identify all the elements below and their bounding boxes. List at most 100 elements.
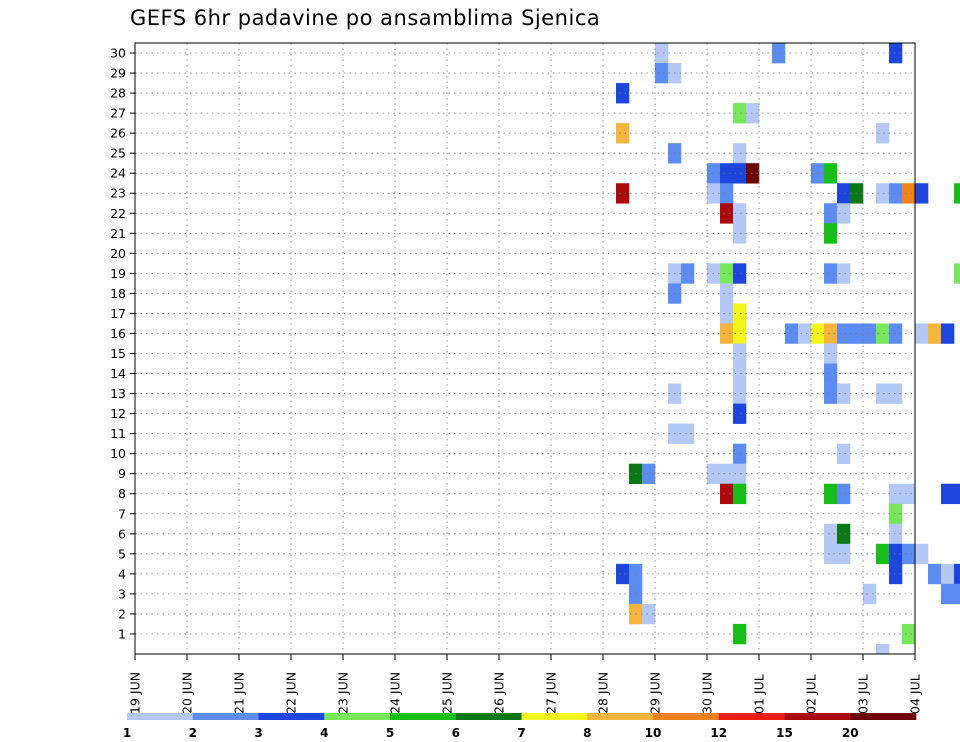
colorbar-label: 15 bbox=[776, 726, 793, 740]
heatmap-cell bbox=[837, 443, 851, 464]
heatmap-cell bbox=[733, 303, 747, 324]
heatmap-cell bbox=[824, 223, 838, 244]
x-tick-label: 22 JUN bbox=[284, 672, 299, 714]
heatmap-cell bbox=[928, 323, 942, 344]
colorbar-label: 3 bbox=[254, 726, 262, 740]
colorbar-segment bbox=[653, 713, 720, 720]
y-tick-label: 15 bbox=[110, 346, 126, 361]
chart-title: GEFS 6hr padavine po ansamblima Sjenica bbox=[130, 6, 601, 30]
heatmap-cell bbox=[824, 523, 838, 545]
heatmap-cell bbox=[746, 103, 760, 124]
colorbar-label: 20 bbox=[842, 726, 859, 740]
heatmap-cell bbox=[954, 483, 960, 505]
heatmap-cell bbox=[733, 463, 747, 485]
heatmap-cell bbox=[902, 483, 916, 505]
heatmap-cell bbox=[863, 323, 877, 344]
heatmap-cell bbox=[941, 323, 955, 344]
colorbar-segment bbox=[521, 713, 588, 720]
y-tick-label: 3 bbox=[118, 586, 126, 601]
heatmap-cell bbox=[655, 63, 669, 84]
y-tick-label: 30 bbox=[110, 46, 126, 61]
heatmap-cell bbox=[837, 183, 851, 204]
heatmap-cell bbox=[915, 323, 929, 344]
y-tick-label: 16 bbox=[110, 326, 126, 341]
heatmap-cell bbox=[824, 203, 838, 224]
colorbar-segment bbox=[784, 713, 851, 720]
y-tick-label: 14 bbox=[110, 366, 126, 381]
x-tick-label: 27 JUN bbox=[544, 672, 559, 714]
y-tick-label: 7 bbox=[118, 506, 126, 521]
heatmap-cell bbox=[889, 523, 903, 545]
y-tick-label: 29 bbox=[110, 66, 126, 81]
colorbar-segment bbox=[587, 713, 654, 720]
y-tick-label: 25 bbox=[110, 146, 126, 161]
heatmap-cell bbox=[889, 183, 903, 204]
x-tick-label: 28 JUN bbox=[596, 672, 611, 714]
heatmap-cell bbox=[616, 123, 630, 144]
heatmap-cell bbox=[720, 263, 734, 284]
colorbar-segment bbox=[718, 713, 785, 720]
heatmap-cell bbox=[681, 263, 695, 284]
y-tick-label: 10 bbox=[110, 446, 126, 461]
colorbar-segment bbox=[324, 713, 391, 720]
heatmap-cell bbox=[928, 563, 942, 585]
heatmap-cell bbox=[837, 383, 851, 404]
heatmap-cell bbox=[954, 563, 960, 585]
y-tick-label: 23 bbox=[110, 186, 126, 201]
x-tick-label: 02 JUL bbox=[804, 674, 819, 714]
heatmap-cell bbox=[889, 563, 903, 585]
heatmap-cell bbox=[837, 203, 851, 224]
x-tick-label: 29 JUN bbox=[648, 672, 663, 714]
x-tick-label: 25 JUN bbox=[440, 672, 455, 714]
heatmap-cell bbox=[876, 123, 890, 144]
heatmap-cell bbox=[733, 263, 747, 284]
heatmap-cell bbox=[941, 483, 955, 505]
heatmap-cell bbox=[889, 503, 903, 525]
heatmap-cell bbox=[954, 583, 960, 605]
heatmap-cell bbox=[876, 383, 890, 404]
x-tick-label: 30 JUN bbox=[700, 672, 715, 714]
heatmap-cell bbox=[941, 563, 955, 585]
heatmap-cell bbox=[616, 563, 630, 585]
colorbar-label: 8 bbox=[583, 726, 591, 740]
y-tick-label: 26 bbox=[110, 126, 126, 141]
heatmap-cell bbox=[824, 323, 838, 344]
heatmap-cell bbox=[954, 263, 960, 284]
x-tick-label: 04 JUL bbox=[908, 674, 923, 714]
y-tick-label: 21 bbox=[110, 226, 126, 241]
x-tick-label: 20 JUN bbox=[180, 672, 195, 714]
heatmap-cell bbox=[876, 643, 890, 655]
colorbar-label: 7 bbox=[517, 726, 525, 740]
heatmap-cell bbox=[720, 183, 734, 204]
x-tick-label: 26 JUN bbox=[492, 672, 507, 714]
heatmap-cell bbox=[733, 163, 747, 184]
heatmap-cell bbox=[616, 83, 630, 104]
y-tick-label: 1 bbox=[118, 626, 126, 641]
heatmap-cell bbox=[837, 543, 851, 565]
heatmap-cell bbox=[876, 183, 890, 204]
heatmap-cell bbox=[720, 303, 734, 324]
colorbar-label: 10 bbox=[645, 726, 662, 740]
heatmap-cell bbox=[889, 323, 903, 344]
heatmap-cell bbox=[720, 483, 734, 505]
y-tick-label: 28 bbox=[110, 86, 126, 101]
heatmap-cell bbox=[681, 423, 695, 444]
x-tick-label: 19 JUN bbox=[128, 672, 143, 714]
heatmap-cell bbox=[876, 543, 890, 565]
heatmap-cell bbox=[733, 323, 747, 344]
heatmap-cell bbox=[824, 363, 838, 384]
heatmap-cell bbox=[863, 583, 877, 605]
heatmap-cell bbox=[889, 483, 903, 505]
colorbar: 1 2 3 4 5 6 7 8 10 12 15 20 bbox=[123, 713, 917, 740]
y-tick-label: 6 bbox=[118, 526, 126, 541]
colorbar-label: 5 bbox=[386, 726, 394, 740]
y-tick-label: 18 bbox=[110, 286, 126, 301]
colorbar-segment bbox=[390, 713, 457, 720]
x-tick-label: 21 JUN bbox=[232, 672, 247, 714]
y-tick-label: 12 bbox=[110, 406, 126, 421]
colorbar-segment bbox=[127, 713, 194, 720]
heatmap-cell bbox=[902, 543, 916, 565]
heatmap-cell bbox=[733, 623, 747, 645]
heatmap-cell bbox=[902, 183, 916, 204]
x-tick-label: 03 JUL bbox=[856, 674, 871, 714]
